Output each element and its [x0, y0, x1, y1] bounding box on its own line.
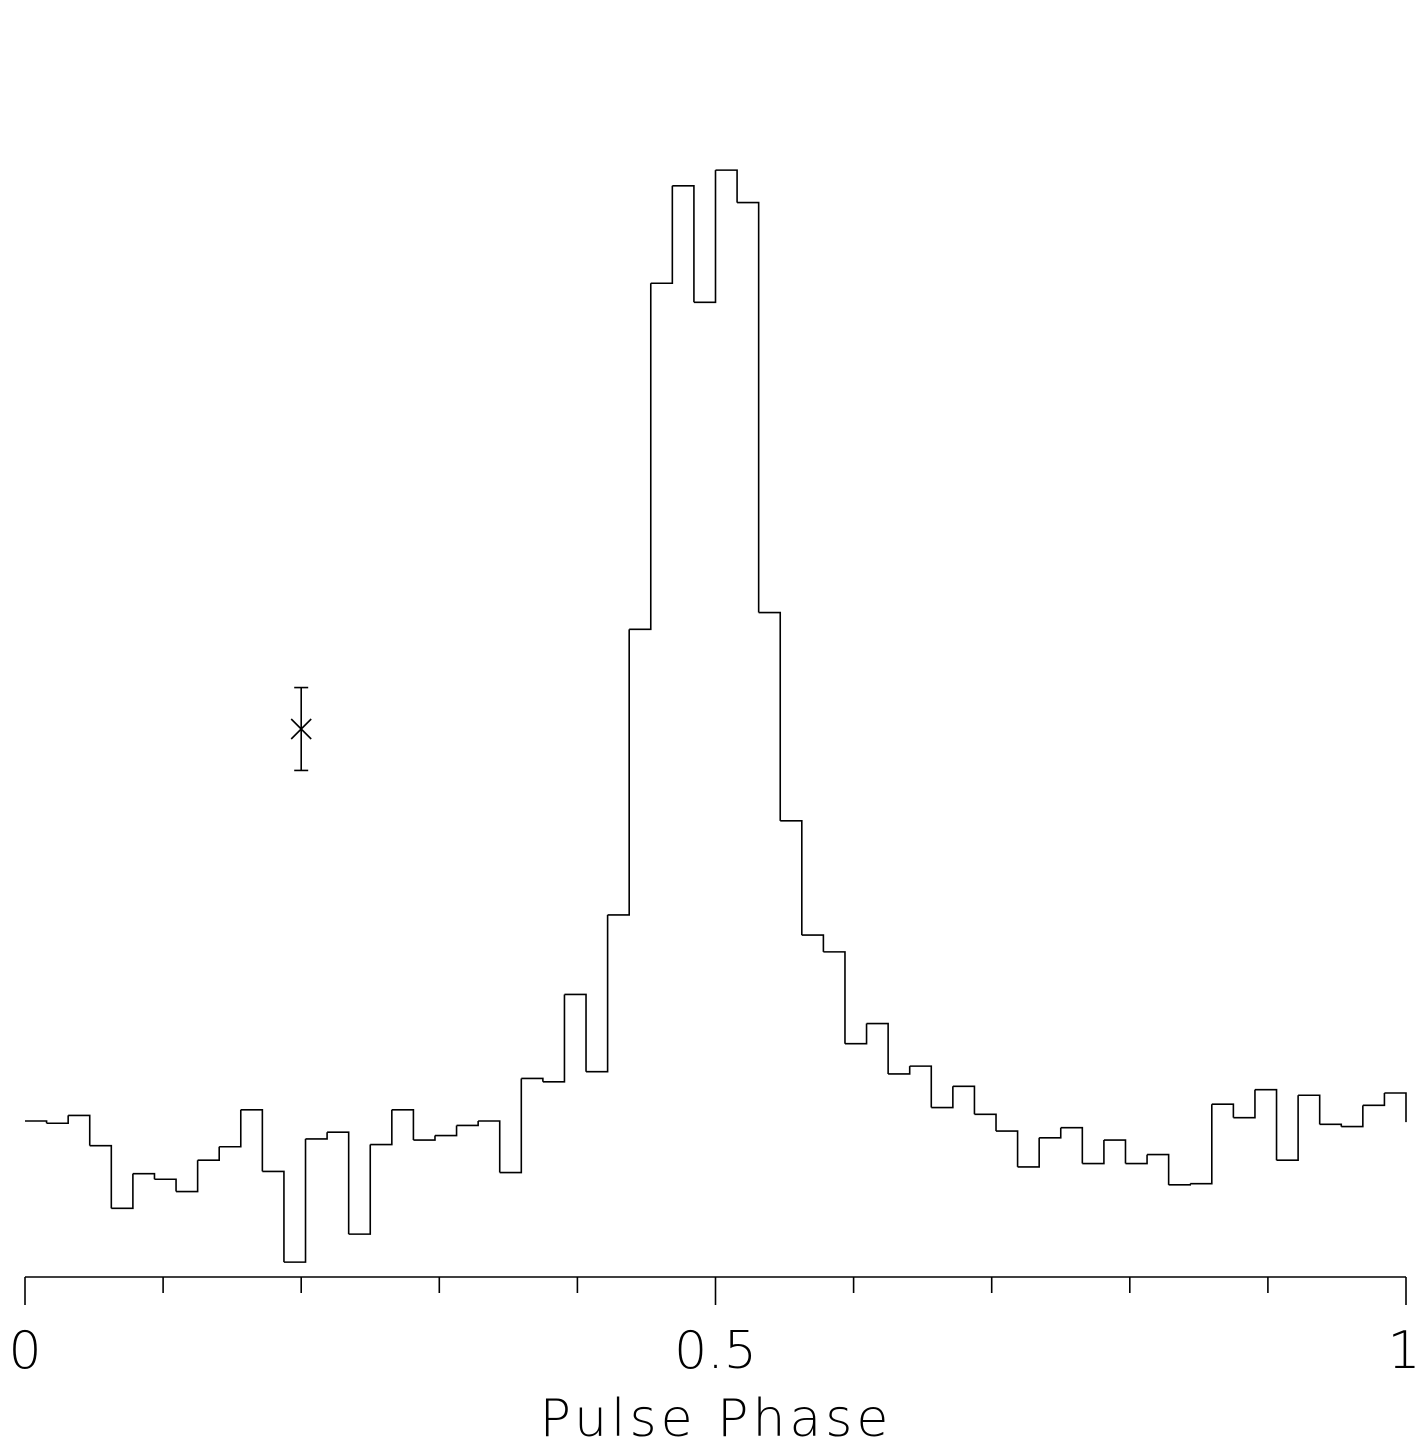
histogram-bin — [931, 1086, 954, 1109]
histogram-bin — [68, 1114, 91, 1146]
histogram-bin — [693, 170, 717, 304]
histogram-bin — [197, 1146, 220, 1161]
histogram-bin — [154, 1178, 177, 1192]
plot-area — [25, 169, 1407, 1263]
histogram-bin — [1103, 1139, 1127, 1164]
histogram-bin — [391, 1109, 415, 1141]
histogram-bin — [1168, 1183, 1192, 1186]
histogram-bin — [25, 1120, 48, 1124]
histogram-bin — [413, 1135, 436, 1141]
histogram-bin — [564, 993, 587, 1072]
histogram-bin — [478, 1120, 501, 1173]
histogram-bin — [1362, 1093, 1386, 1107]
x-tick-label: 0.5 — [674, 1321, 757, 1381]
data-point-marker — [290, 718, 312, 740]
histogram-bin — [499, 1078, 523, 1174]
histogram-bin — [89, 1144, 113, 1209]
histogram-bin — [456, 1121, 479, 1127]
histogram-bin — [823, 951, 846, 1044]
histogram-bin — [542, 994, 566, 1083]
x-axis: 0 0.5 1 — [8, 1276, 1421, 1381]
histogram-bin — [650, 185, 674, 285]
x-tick-label: 1 — [1387, 1321, 1420, 1381]
histogram-bin — [1384, 1092, 1407, 1123]
histogram-bin — [974, 1113, 997, 1132]
histogram-bin — [132, 1172, 156, 1180]
x-axis-title: Pulse Phase — [540, 1389, 893, 1446]
histogram-bin — [801, 934, 825, 952]
histogram-bin — [1039, 1127, 1062, 1139]
histogram-bin — [1060, 1126, 1084, 1164]
histogram-bin — [1211, 1103, 1235, 1118]
histogram-bin — [952, 1085, 976, 1115]
histogram-bin — [780, 820, 803, 936]
histogram-bin — [1082, 1140, 1105, 1165]
histogram-bin — [46, 1115, 69, 1125]
histogram-bin — [607, 629, 630, 916]
histogram-bin — [866, 1022, 889, 1074]
histogram-bin — [844, 1023, 868, 1045]
histogram-bin — [1017, 1137, 1040, 1168]
histogram-bin — [111, 1173, 134, 1210]
histogram-bin — [1125, 1154, 1148, 1165]
histogram-bin — [1298, 1094, 1321, 1125]
histogram-bin — [1254, 1088, 1278, 1161]
histogram-bin — [327, 1131, 350, 1235]
histogram-bin — [672, 185, 695, 303]
histogram-bin — [1341, 1105, 1364, 1128]
histogram-bin — [521, 1077, 544, 1082]
histogram-bin — [1147, 1153, 1170, 1185]
histogram-bin — [283, 1138, 307, 1263]
histogram-bin — [758, 611, 782, 821]
histogram-bin — [219, 1109, 242, 1148]
histogram-bin — [629, 283, 652, 631]
histogram-bin — [996, 1130, 1019, 1167]
histogram-bin — [586, 914, 609, 1073]
histogram-bin — [888, 1066, 911, 1075]
histogram-bin — [240, 1109, 264, 1172]
histogram-bin — [1233, 1089, 1256, 1119]
histogram-bin — [715, 169, 738, 203]
histogram-bin — [348, 1144, 372, 1235]
histogram-bin — [737, 201, 760, 613]
error-bar — [290, 686, 312, 772]
histogram-bin — [1276, 1095, 1299, 1161]
histogram-bin — [1319, 1123, 1343, 1127]
histogram-bin — [434, 1125, 458, 1137]
histogram-bin — [909, 1065, 933, 1108]
histogram-bin — [305, 1132, 328, 1140]
histogram-bin — [1190, 1104, 1213, 1185]
histogram-bin — [262, 1170, 285, 1263]
x-tick-label: 0 — [8, 1321, 41, 1381]
histogram-bin — [176, 1160, 199, 1193]
histogram-bin — [370, 1109, 393, 1146]
